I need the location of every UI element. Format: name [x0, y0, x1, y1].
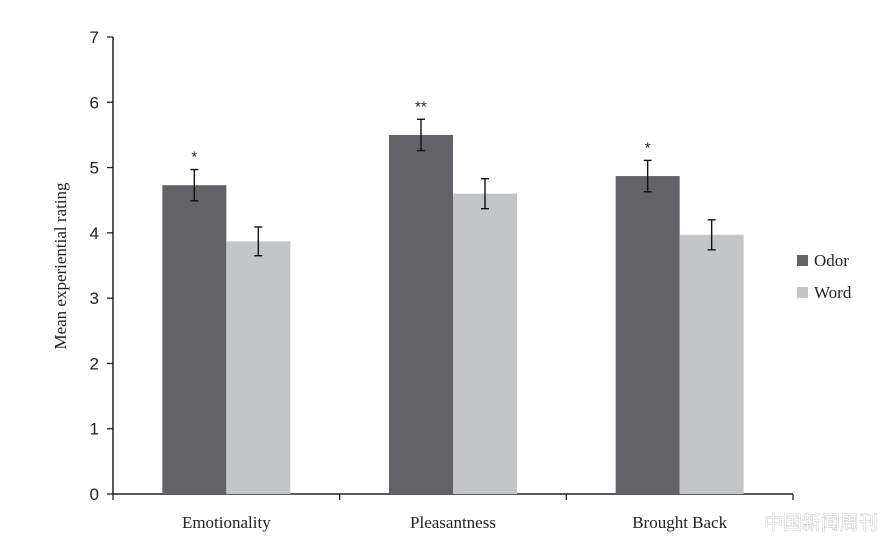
- significance-marker: **: [415, 98, 427, 115]
- y-tick-label: 1: [90, 420, 99, 439]
- legend-label-word: Word: [814, 283, 852, 302]
- bar-odor: [162, 185, 227, 494]
- y-tick-label: 3: [90, 289, 99, 308]
- significance-marker: *: [191, 149, 197, 166]
- legend-swatch-odor: [797, 255, 808, 266]
- x-category-label: Pleasantness: [410, 513, 496, 532]
- y-axis-title: Mean experiential rating: [51, 182, 70, 350]
- x-category-label: Brought Back: [632, 513, 727, 532]
- y-tick-label: 7: [90, 28, 99, 47]
- plot-area: 0 1 2 3 4 5 6 7 * Emotionality ** Pleasantness * Brou…: [90, 28, 794, 532]
- bar-odor: [615, 176, 680, 494]
- bar-word: [226, 241, 291, 494]
- y-tick-label: 2: [90, 354, 99, 373]
- bar-odor: [389, 134, 453, 494]
- x-category-label: Emotionality: [182, 513, 271, 532]
- legend-label-odor: Odor: [814, 251, 849, 270]
- y-tick-label: 4: [90, 224, 99, 243]
- bar-word: [679, 234, 744, 494]
- legend: Odor Word: [797, 251, 852, 302]
- y-tick-label: 0: [90, 485, 99, 504]
- bar-word: [453, 193, 517, 494]
- y-tick-label: 5: [90, 159, 99, 178]
- significance-marker: *: [645, 139, 651, 156]
- watermark: 中国新闻周刊: [764, 512, 878, 534]
- y-tick-label: 6: [90, 93, 99, 112]
- legend-swatch-word: [797, 287, 808, 298]
